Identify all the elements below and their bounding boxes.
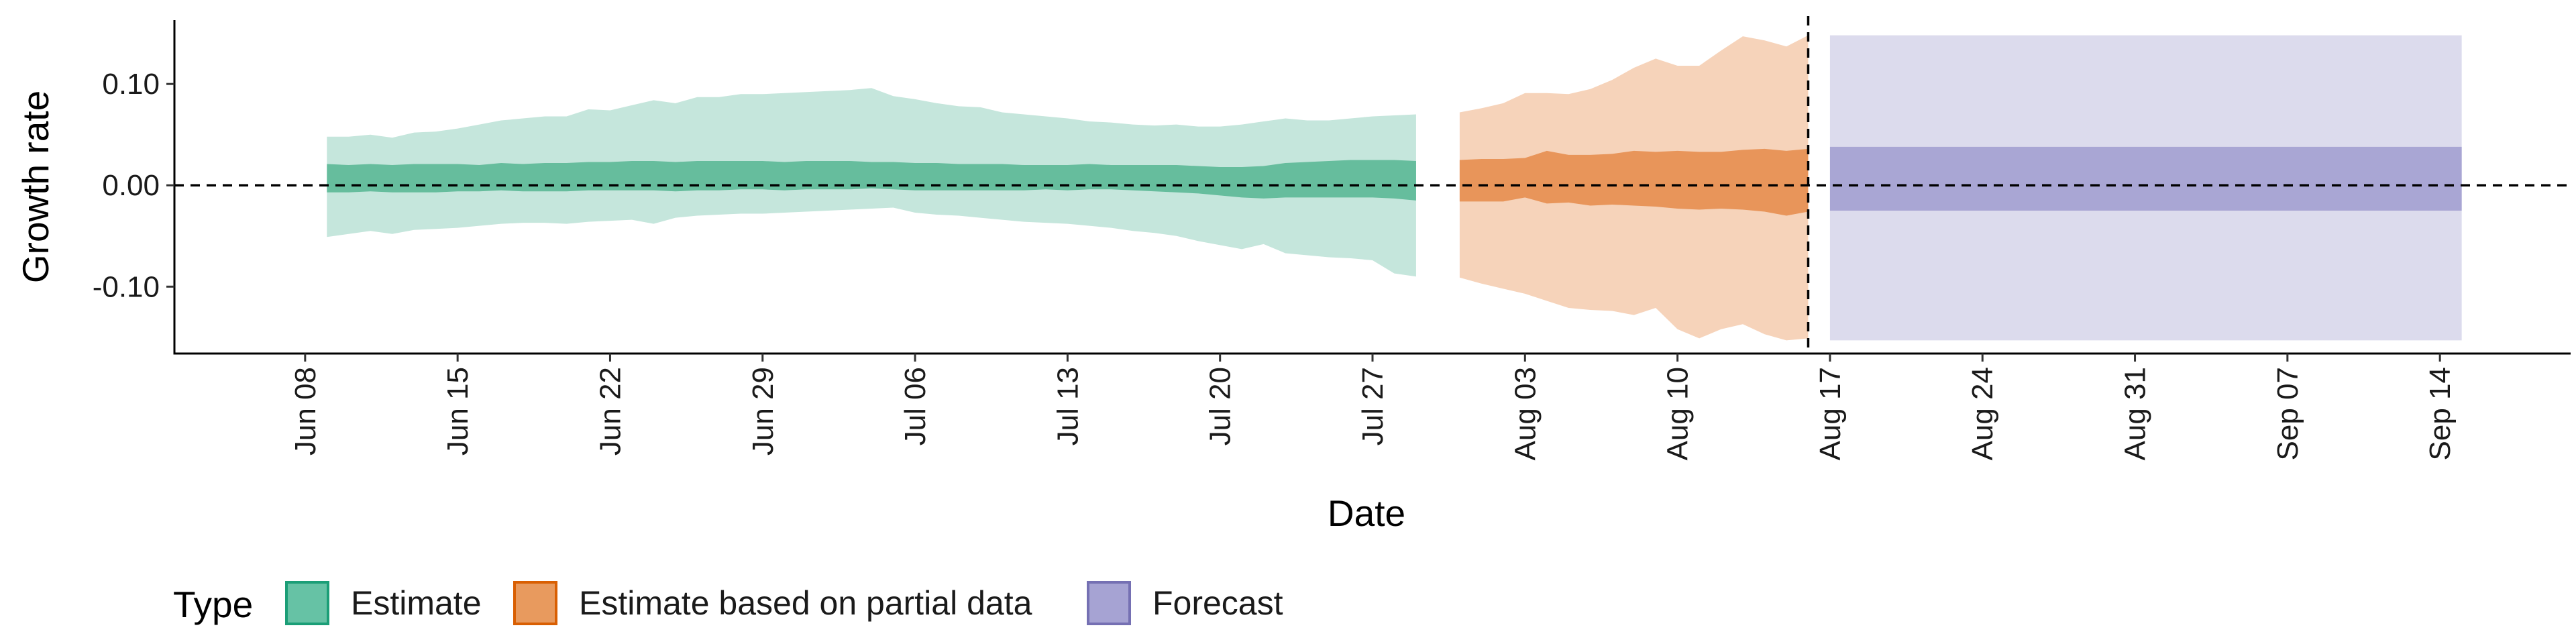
y-axis-ticks: 0.10 0.00 -0.10 bbox=[93, 68, 174, 303]
x-tick-label: Jul 27 bbox=[1356, 367, 1389, 445]
legend-key-estimate bbox=[285, 581, 329, 625]
reference-lines bbox=[174, 16, 2571, 354]
y-tick-label: 0.00 bbox=[102, 169, 160, 202]
x-tick-label: Jul 06 bbox=[899, 367, 932, 445]
x-tick-label: Jul 20 bbox=[1204, 367, 1237, 445]
x-tick-label: Aug 17 bbox=[1814, 367, 1847, 460]
x-tick-label: Jul 13 bbox=[1051, 367, 1084, 445]
x-tick-label: Jun 22 bbox=[594, 367, 627, 455]
y-axis-title: Growth rate bbox=[15, 91, 56, 283]
estimate-inner-band bbox=[327, 160, 1416, 201]
x-tick-label: Aug 24 bbox=[1966, 367, 1999, 460]
ribbon-bands bbox=[327, 35, 2462, 341]
y-tick-label: 0.10 bbox=[102, 68, 160, 101]
x-tick-label: Aug 31 bbox=[2119, 367, 2152, 460]
x-tick-label: Aug 03 bbox=[1509, 367, 1542, 460]
x-tick-label: Aug 10 bbox=[1662, 367, 1695, 460]
legend-label-estimate-based-on-partial-data: Estimate based on partial data bbox=[579, 584, 1032, 622]
x-tick-label: Jun 15 bbox=[441, 367, 474, 455]
forecast-inner-band bbox=[1829, 146, 2462, 211]
legend-label-forecast: Forecast bbox=[1152, 584, 1283, 622]
legend-title: Type bbox=[173, 584, 253, 625]
x-tick-label: Jun 08 bbox=[289, 367, 322, 455]
legend-items: Estimate Estimate based on partial data Fo… bbox=[285, 581, 1283, 625]
legend-label-estimate: Estimate bbox=[351, 584, 482, 622]
legend-key-forecast bbox=[1087, 581, 1131, 625]
estimate-based-on-partial-data-inner-band bbox=[1459, 148, 1809, 216]
x-tick-label: Sep 14 bbox=[2424, 367, 2457, 460]
y-tick-label: -0.10 bbox=[93, 270, 160, 303]
x-tick-label: Sep 07 bbox=[2271, 367, 2304, 460]
legend-key-estimate-based-on-partial-data bbox=[513, 581, 557, 625]
legend: Type Estimate Estimate based on partial d… bbox=[173, 581, 1283, 625]
x-axis-title: Date bbox=[1328, 492, 1405, 534]
x-tick-label: Jun 29 bbox=[747, 367, 780, 455]
x-axis-ticks: Jun 08 Jun 15 Jun 22 Jun 29 Jul 06 Jul 13 Jul … bbox=[289, 354, 2457, 460]
